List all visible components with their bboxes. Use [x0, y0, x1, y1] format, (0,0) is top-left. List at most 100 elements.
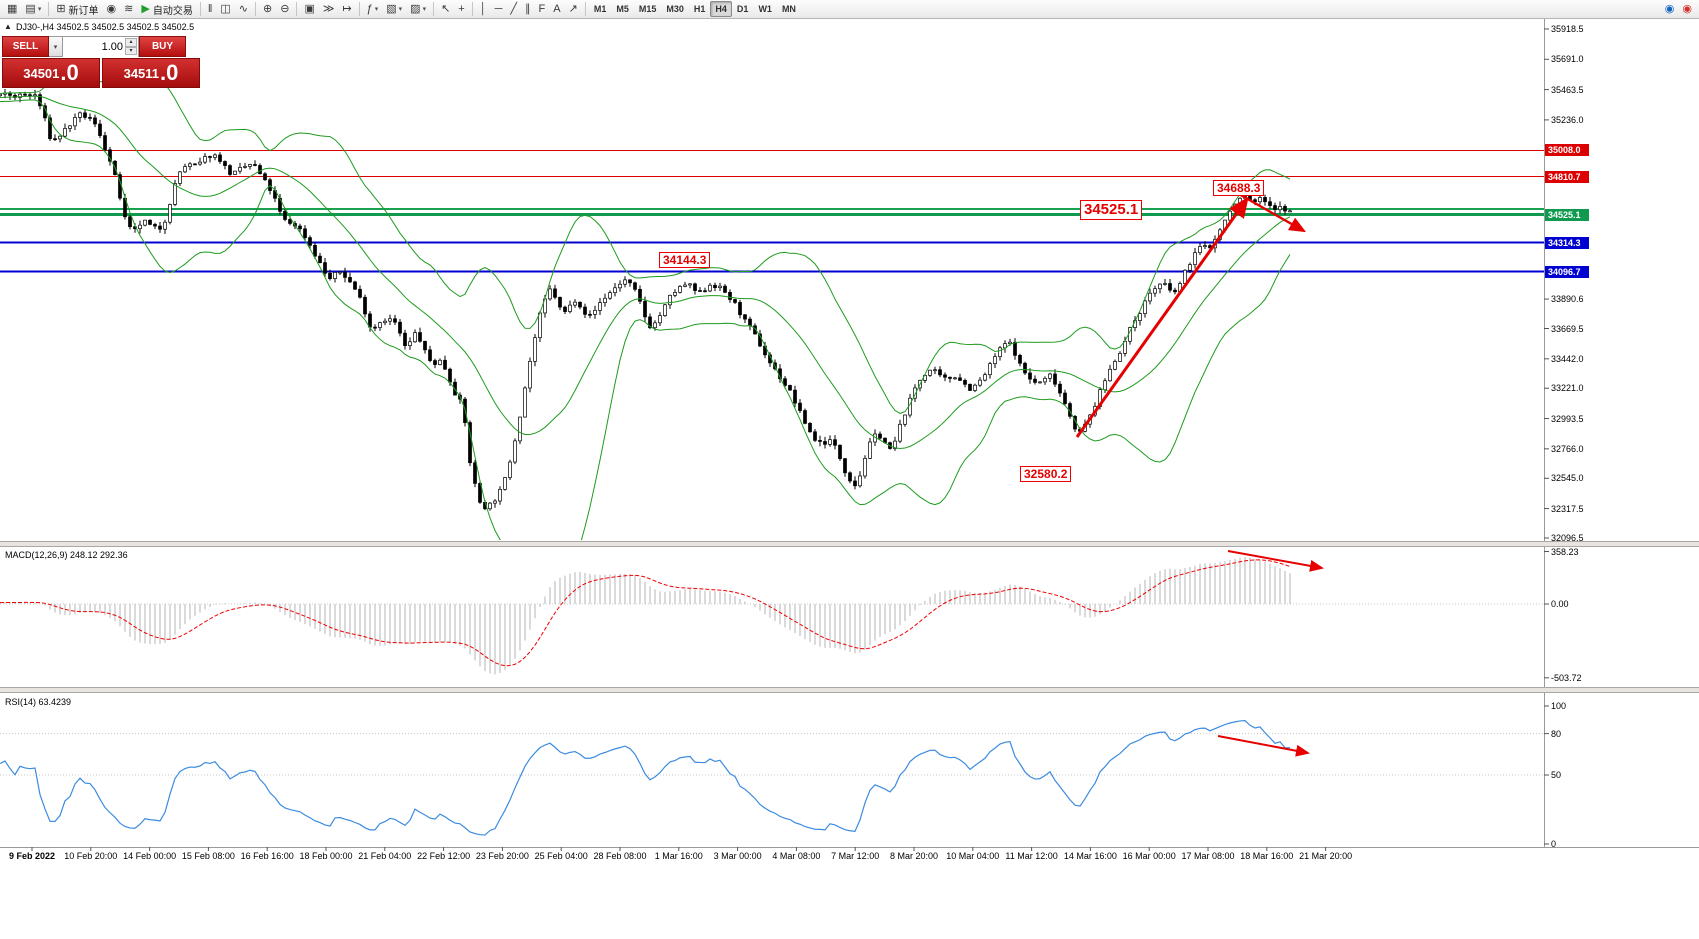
- indicators-icon: ƒ: [366, 2, 373, 15]
- data-window-icon: ≋: [124, 2, 134, 15]
- buy-price-frac: .0: [160, 60, 179, 85]
- auto-trading-icon: ▶: [141, 2, 150, 15]
- line-chart-icon: ∿: [238, 2, 249, 15]
- toolbar-separator: [471, 2, 473, 16]
- timeframe-m15-button[interactable]: M15: [634, 1, 662, 17]
- indicators-button[interactable]: ƒ ▾: [363, 1, 383, 18]
- order-type-dropdown[interactable]: ▾: [49, 36, 63, 57]
- new-chart-icon: ▦: [7, 2, 18, 15]
- volume-input[interactable]: [63, 37, 138, 57]
- toolbar-separator: [255, 2, 257, 16]
- cursor-button[interactable]: ↖: [437, 1, 454, 18]
- tile-windows-button[interactable]: ▣: [300, 1, 318, 18]
- templates-icon: ▨: [410, 2, 421, 15]
- panel-splitter[interactable]: [0, 541, 1699, 547]
- templates-dropdown-icon: ▾: [422, 6, 427, 13]
- periods-dropdown-icon: ▾: [398, 6, 403, 13]
- volume-spinner: ▴ ▾: [125, 38, 137, 55]
- trendline-button[interactable]: ╱: [506, 1, 521, 18]
- panel-splitter[interactable]: [0, 687, 1699, 693]
- one-click-collapse-icon[interactable]: ▲: [4, 22, 12, 31]
- volume-up-button[interactable]: ▴: [125, 38, 137, 47]
- market-watch-icon: ◉: [106, 2, 117, 15]
- zoom-out-button[interactable]: ⊖: [276, 1, 293, 18]
- new-order-icon: ⊞: [56, 2, 66, 15]
- toolbar-separator: [433, 2, 435, 16]
- mql5-community-button[interactable]: ◉: [1661, 1, 1679, 18]
- zoom-in-button[interactable]: ⊕: [259, 1, 276, 18]
- volume-down-button[interactable]: ▾: [125, 46, 137, 55]
- new-chart-button[interactable]: ▦: [3, 1, 21, 18]
- buy-button[interactable]: BUY: [139, 36, 186, 57]
- bar-chart-button[interactable]: ‖: [204, 1, 217, 18]
- one-click-trade-panel: SELL ▾ ▴ ▾ BUY 34501 .0 34511 .0: [2, 36, 200, 88]
- vertical-line-icon: │: [479, 2, 487, 15]
- crosshair-icon: +: [458, 2, 465, 15]
- equidistant-channel-icon: ∥: [525, 2, 531, 15]
- text-label-button[interactable]: A: [549, 1, 564, 18]
- zoom-out-icon: ⊖: [280, 2, 290, 15]
- timeframe-h4-button[interactable]: H4: [710, 1, 732, 17]
- live-update-button[interactable]: ◉: [1678, 1, 1696, 18]
- text-label-icon: A: [553, 2, 561, 15]
- timeframe-m30-button[interactable]: M30: [661, 1, 689, 17]
- periods-button[interactable]: ▧ ▾: [382, 1, 406, 18]
- toolbar-right-icons: ◉ ◉: [1661, 1, 1696, 18]
- crosshair-button[interactable]: +: [454, 1, 468, 18]
- profiles-button[interactable]: ▤ ▾: [21, 1, 45, 18]
- new-order-label: 新订单: [68, 5, 99, 17]
- equidistant-channel-button[interactable]: ∥: [521, 1, 535, 18]
- trendline-icon: ╱: [510, 2, 518, 15]
- candlestick-chart-button[interactable]: ◫: [216, 1, 234, 18]
- arrows-tool-icon: ↗: [568, 2, 578, 15]
- timeframe-h1-button[interactable]: H1: [689, 1, 711, 17]
- auto-trading-label: 自动交易: [152, 5, 193, 17]
- buy-price-main: 34511: [123, 65, 160, 81]
- auto-scroll-icon: ≫: [322, 2, 335, 15]
- profiles-icon: ▤: [25, 2, 36, 15]
- auto-trading-button[interactable]: ▶ 自动交易: [137, 1, 196, 18]
- cursor-icon: ↖: [441, 2, 451, 15]
- macd-indicator-label: MACD(12,26,9) 248.12 292.36: [5, 550, 128, 560]
- line-chart-button[interactable]: ∿: [235, 1, 252, 18]
- horizontal-line-icon: ─: [494, 2, 503, 15]
- chart-shift-button[interactable]: ↦: [338, 1, 355, 18]
- tile-windows-icon: ▣: [304, 2, 315, 15]
- templates-button[interactable]: ▨ ▾: [406, 1, 430, 18]
- trade-panel-prices: 34501 .0 34511 .0: [2, 58, 200, 88]
- sell-price-frac: .0: [60, 60, 79, 85]
- toolbar-separator: [584, 2, 586, 16]
- toolbar-separator: [296, 2, 298, 16]
- sell-price-main: 34501: [23, 65, 60, 81]
- candlestick-chart-icon: ◫: [220, 2, 231, 15]
- vertical-line-button[interactable]: │: [476, 1, 491, 18]
- toolbar-separator: [48, 2, 50, 16]
- new-order-button[interactable]: ⊞ 新订单: [52, 1, 102, 18]
- bar-chart-icon: ‖: [207, 2, 213, 15]
- chart-shift-icon: ↦: [342, 2, 352, 15]
- timeframe-d1-button[interactable]: D1: [732, 1, 754, 17]
- timeframe-w1-button[interactable]: W1: [753, 1, 777, 17]
- mql5-community-icon: ◉: [1664, 2, 1675, 15]
- timeframe-m5-button[interactable]: M5: [611, 1, 634, 17]
- timeframe-mn-button[interactable]: MN: [777, 1, 801, 17]
- fibonacci-retracement-icon: F: [538, 2, 546, 15]
- market-watch-button[interactable]: ◉: [103, 1, 121, 18]
- horizontal-line-button[interactable]: ─: [491, 1, 507, 18]
- live-update-icon: ◉: [1682, 2, 1692, 15]
- timeframe-m1-button[interactable]: M1: [589, 1, 612, 17]
- trade-panel-controls: SELL ▾ ▴ ▾ BUY: [2, 36, 200, 57]
- toolbar: ▦ ▤ ▾ ⊞ 新订单 ◉ ≋ ▶ 自动交易 ‖ ◫ ∿ ⊕ ⊖ ▣ ≫ ↦ ƒ ▾ ▧ ▾ ▨ ▾ ↖ + │ ─ ╱ ∥ F A ↗ M1 M…: [0, 0, 1699, 19]
- auto-scroll-button[interactable]: ≫: [319, 1, 339, 18]
- rsi-indicator-label: RSI(14) 63.4239: [5, 697, 72, 707]
- sell-button[interactable]: SELL: [2, 36, 49, 57]
- buy-price-button[interactable]: 34511 .0: [102, 58, 200, 88]
- indicators-dropdown-icon: ▾: [374, 6, 379, 13]
- sell-price-button[interactable]: 34501 .0: [2, 58, 100, 88]
- data-window-button[interactable]: ≋: [120, 1, 137, 18]
- arrows-tool-button[interactable]: ↗: [565, 1, 582, 18]
- symbol-ohlc-info: DJ30-,H4 34502.5 34502.5 34502.5 34502.5: [16, 22, 195, 32]
- fibonacci-retracement-button[interactable]: F: [535, 1, 550, 18]
